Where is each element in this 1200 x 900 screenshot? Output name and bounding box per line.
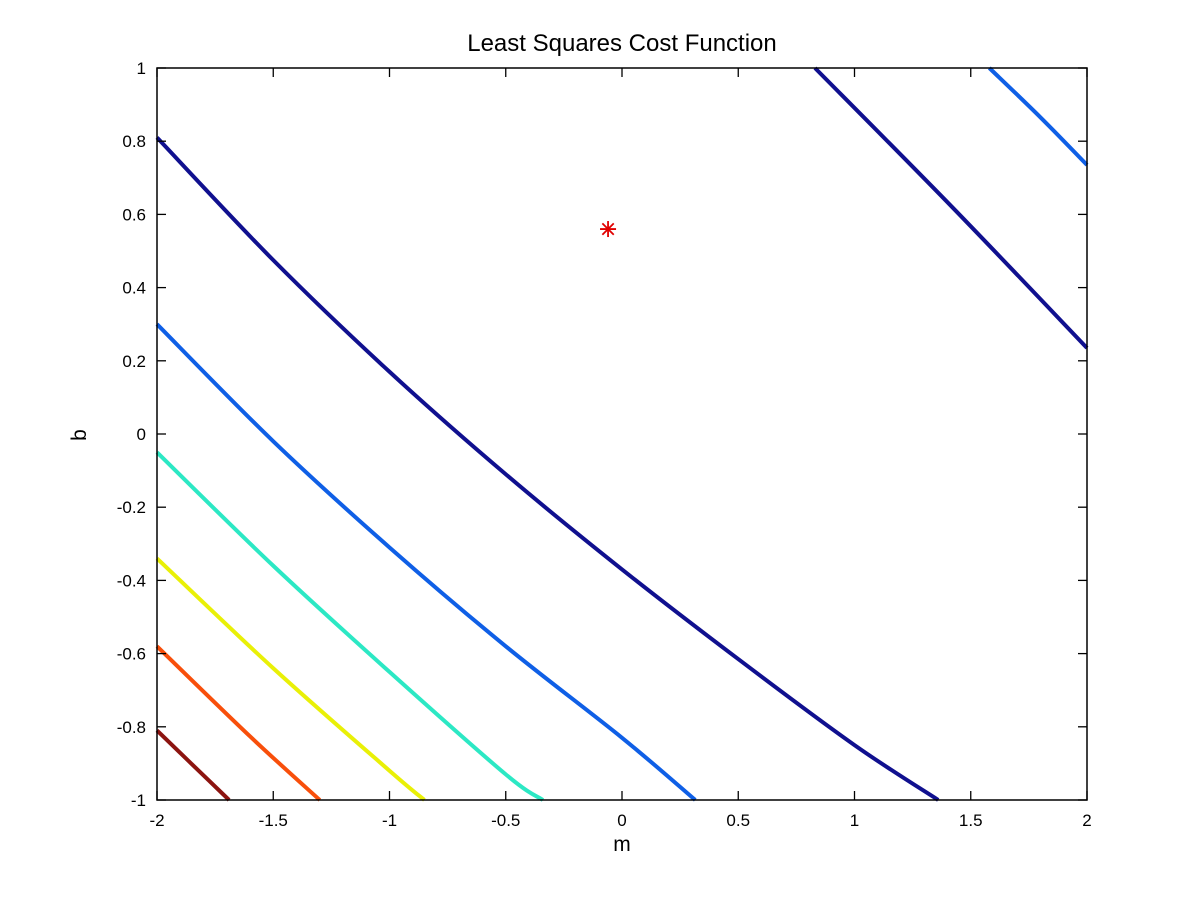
y-tick-label: 0.8 — [122, 132, 146, 151]
contour-level-1-dark-blue — [155, 136, 940, 802]
y-tick-label: 1 — [137, 59, 146, 78]
y-tick-label: 0.6 — [122, 205, 146, 224]
y-tick-label: -0.8 — [117, 718, 146, 737]
y-tick-label: 0.4 — [122, 279, 146, 298]
x-tick-label: 0.5 — [726, 811, 750, 830]
marker-spoke-d2 — [601, 222, 615, 236]
contour-level-3-turquoise — [155, 450, 545, 802]
y-tick-label: -1 — [131, 791, 146, 810]
y-tick-label: 0.2 — [122, 352, 146, 371]
y-tick-label: -0.6 — [117, 645, 146, 664]
y-tick-label: -0.2 — [117, 498, 146, 517]
x-tick-label: -0.5 — [491, 811, 520, 830]
y-tick-label: -0.4 — [117, 571, 146, 590]
chart-title: Least Squares Cost Function — [467, 30, 777, 57]
y-tick-label: 0 — [137, 425, 146, 444]
contour-level-2-blue — [155, 322, 697, 802]
x-tick-label: -1 — [382, 811, 397, 830]
x-tick-label: -1.5 — [259, 811, 288, 830]
contour-level-4-yellow — [155, 556, 426, 802]
x-tick-label: 2 — [1082, 811, 1091, 830]
x-tick-label: 0 — [617, 811, 626, 830]
y-axis-label: b — [68, 429, 91, 441]
minimum-marker — [600, 221, 617, 238]
contour-level-2-blue — [987, 66, 1089, 167]
x-tick-label: 1.5 — [959, 811, 983, 830]
contour-level-6-dark-red — [155, 729, 231, 802]
x-axis-label: m — [613, 833, 631, 856]
contour-level-5-orange — [155, 644, 322, 802]
contour-level-1-dark-blue — [813, 66, 1089, 350]
x-tick-label: -2 — [149, 811, 164, 830]
x-tick-label: 1 — [850, 811, 859, 830]
